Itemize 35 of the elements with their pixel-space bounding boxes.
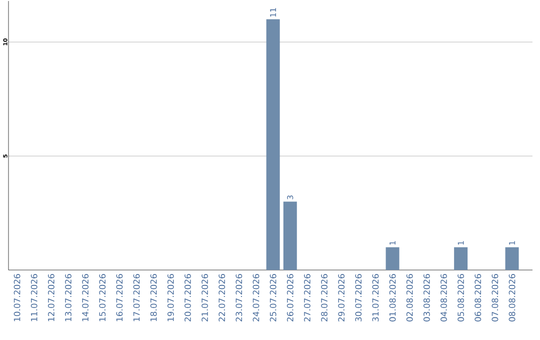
x-tick-label: 07.08.2026 <box>492 274 498 322</box>
x-tick-label: 15.07.2026 <box>99 274 106 322</box>
x-tick-label: 19.07.2026 <box>167 274 174 322</box>
bar <box>505 247 519 270</box>
x-tick-label: 28.07.2026 <box>321 274 328 322</box>
x-tick-label: 16.07.2026 <box>116 274 123 322</box>
x-tick-label: 14.07.2026 <box>82 274 89 322</box>
x-tick-label: 12.07.2026 <box>48 274 54 322</box>
bar <box>283 202 297 270</box>
x-tick-label: 25.07.2026 <box>270 274 276 322</box>
bar <box>454 247 468 270</box>
x-tick-label: 05.08.2026 <box>458 274 464 322</box>
x-tick-label: 06.08.2026 <box>474 274 482 322</box>
x-tick-label: 02.08.2026 <box>406 274 413 322</box>
x-tick-label: 24.07.2026 <box>252 274 260 322</box>
x-tick-label: 23.07.2026 <box>236 274 242 322</box>
x-tick-label: 10.07.2026 <box>14 274 20 322</box>
x-tick-label: 26.07.2026 <box>286 274 294 322</box>
x-tick-label: 17.07.2026 <box>133 274 140 322</box>
x-tick-label: 08.08.2026 <box>508 274 516 322</box>
x-tick-label: 04.08.2026 <box>440 274 447 322</box>
x-tick-label: 18.07.2026 <box>150 274 157 322</box>
x-tick-label: 03.08.2026 <box>423 274 430 322</box>
bar <box>266 19 280 270</box>
x-tick-label: 11.07.2026 <box>30 274 38 322</box>
x-tick-label: 01.08.2026 <box>389 274 396 322</box>
bar <box>386 247 400 270</box>
x-tick-label: 22.07.2026 <box>218 274 226 322</box>
x-tick-label: 27.07.2026 <box>304 274 310 322</box>
x-tick-label: 20.07.2026 <box>184 274 191 322</box>
x-tick-label: 30.07.2026 <box>355 274 362 322</box>
x-tick-label: 31.07.2026 <box>372 274 379 322</box>
x-tick-label: 13.07.2026 <box>65 274 72 322</box>
x-tick-label: 29.07.2026 <box>338 274 345 322</box>
x-tick-label: 21.07.2026 <box>202 274 208 322</box>
